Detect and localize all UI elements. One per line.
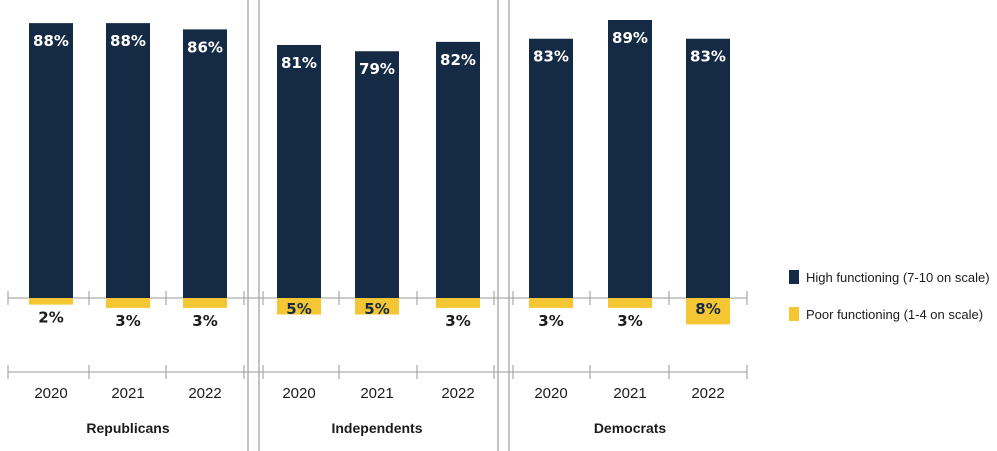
bar-poor-functioning bbox=[29, 298, 73, 305]
group-label: Republicans bbox=[86, 420, 169, 436]
bar-high-functioning bbox=[529, 38, 573, 298]
bar-poor-functioning bbox=[355, 298, 399, 315]
bar-poor-functioning bbox=[686, 298, 730, 325]
legend-label: High functioning (7-10 on scale) bbox=[806, 270, 990, 285]
bar-high-functioning bbox=[608, 20, 652, 298]
legend-label: Poor functioning (1-4 on scale) bbox=[806, 307, 983, 322]
legend-swatch bbox=[789, 270, 799, 284]
year-tick-label: 2020 bbox=[34, 385, 67, 402]
legend-swatch bbox=[789, 307, 799, 321]
data-label-poor: 3% bbox=[192, 312, 217, 330]
year-tick-label: 2021 bbox=[111, 385, 144, 402]
bar-poor-functioning bbox=[608, 298, 652, 308]
year-tick-label: 2020 bbox=[534, 385, 567, 402]
data-label-high: 82% bbox=[440, 51, 476, 69]
data-label-high: 88% bbox=[33, 32, 69, 50]
bar-high-functioning bbox=[436, 41, 480, 298]
data-label-poor: 3% bbox=[617, 312, 642, 330]
bar-high-functioning bbox=[29, 23, 73, 298]
data-label-high: 86% bbox=[187, 38, 223, 56]
bar-poor-functioning bbox=[436, 298, 480, 308]
data-label-high: 81% bbox=[281, 54, 317, 72]
bar-high-functioning bbox=[106, 23, 150, 298]
data-label-poor: 3% bbox=[538, 312, 563, 330]
data-label-high: 89% bbox=[612, 29, 648, 47]
data-label-poor: 3% bbox=[115, 312, 140, 330]
data-label-high: 88% bbox=[110, 32, 146, 50]
bar-poor-functioning bbox=[529, 298, 573, 308]
data-label-high: 83% bbox=[533, 48, 569, 66]
bar-high-functioning bbox=[183, 29, 227, 298]
data-label-poor: 2% bbox=[38, 309, 63, 327]
year-tick-label: 2022 bbox=[691, 385, 724, 402]
bar-high-functioning bbox=[686, 38, 730, 298]
bar-poor-functioning bbox=[183, 298, 227, 308]
year-tick-label: 2022 bbox=[188, 385, 221, 402]
year-tick-label: 2021 bbox=[613, 385, 646, 402]
bar-high-functioning bbox=[277, 44, 321, 298]
year-tick-label: 2021 bbox=[360, 385, 393, 402]
bar-high-functioning bbox=[355, 51, 399, 298]
data-label-poor: 3% bbox=[445, 312, 470, 330]
year-tick-label: 2022 bbox=[441, 385, 474, 402]
bar-poor-functioning bbox=[106, 298, 150, 308]
group-label: Independents bbox=[331, 420, 422, 436]
data-label-high: 83% bbox=[690, 48, 726, 66]
data-label-poor: 5% bbox=[364, 300, 389, 318]
data-label-high: 79% bbox=[359, 60, 395, 78]
group-label: Democrats bbox=[594, 420, 667, 436]
data-label-poor: 5% bbox=[286, 300, 311, 318]
bar-poor-functioning bbox=[277, 298, 321, 315]
data-label-poor: 8% bbox=[695, 300, 720, 318]
year-tick-label: 2020 bbox=[282, 385, 315, 402]
